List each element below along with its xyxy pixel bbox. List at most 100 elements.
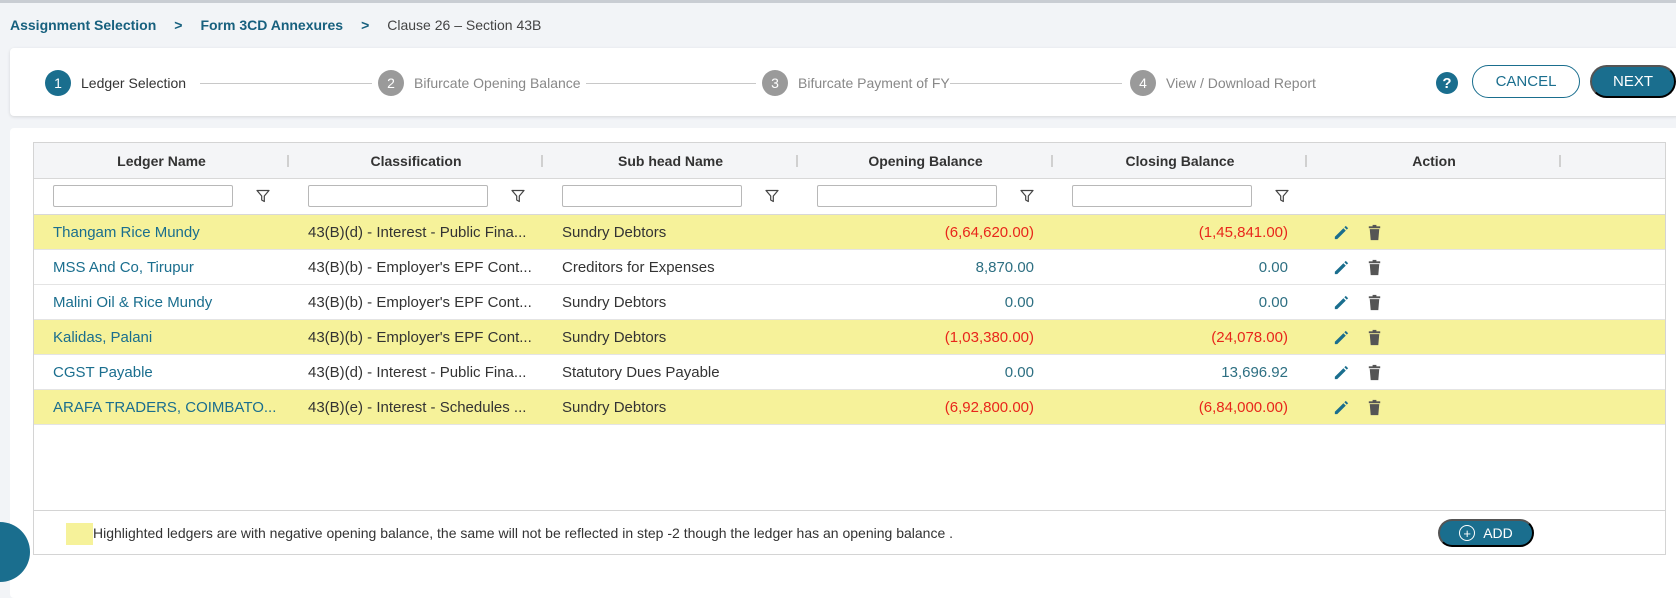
ledger-name-link[interactable]: Kalidas, Palani xyxy=(53,328,153,346)
step-number: 2 xyxy=(378,70,404,96)
breadcrumb-assignment-selection[interactable]: Assignment Selection xyxy=(10,17,157,33)
action-cell xyxy=(1307,215,1561,250)
column-header-ledger-name[interactable]: Ledger Name xyxy=(34,143,289,179)
opening-balance-cell: (6,64,620.00) xyxy=(944,223,1034,241)
step-label: Ledger Selection xyxy=(81,75,187,91)
step-connector xyxy=(950,83,1122,84)
table-row[interactable]: ARAFA TRADERS, COIMBATO... 43(B)(e) - In… xyxy=(34,390,1665,425)
breadcrumb-form-3cd-annexures[interactable]: Form 3CD Annexures xyxy=(200,17,344,33)
classification-cell: 43(B)(d) - Interest - Public Fina... xyxy=(308,363,527,381)
pencil-icon[interactable] xyxy=(1332,293,1351,312)
column-header-action: Action xyxy=(1307,143,1561,179)
action-cell xyxy=(1307,285,1561,320)
filter-icon[interactable] xyxy=(511,189,525,203)
chevron-right-icon: > xyxy=(361,17,370,33)
ledger-name-link[interactable]: ARAFA TRADERS, COIMBATO... xyxy=(53,398,277,416)
filter-icon[interactable] xyxy=(1020,189,1034,203)
breadcrumb: Assignment Selection > Form 3CD Annexure… xyxy=(10,15,541,35)
filter-icon[interactable] xyxy=(256,189,270,203)
table-row[interactable]: Malini Oil & Rice Mundy 43(B)(b) - Emplo… xyxy=(34,285,1665,320)
opening-balance-cell: 0.00 xyxy=(1004,293,1034,311)
column-header-closing-balance[interactable]: Closing Balance xyxy=(1053,143,1307,179)
pencil-icon[interactable] xyxy=(1332,223,1351,242)
closing-balance-cell: 0.00 xyxy=(1258,293,1288,311)
step-bifurcate-opening-balance[interactable]: 2 Bifurcate Opening Balance xyxy=(378,70,581,96)
step-number: 3 xyxy=(762,70,788,96)
step-bifurcate-payment[interactable]: 3 Bifurcate Payment of FY xyxy=(762,70,950,96)
closing-balance-cell: (24,078.00) xyxy=(1211,328,1288,346)
filter-input[interactable] xyxy=(817,185,997,207)
pencil-icon[interactable] xyxy=(1332,328,1351,347)
filter-opening-balance xyxy=(798,179,1053,215)
trash-icon[interactable] xyxy=(1365,223,1384,242)
add-button[interactable]: + ADD xyxy=(1438,519,1534,547)
action-cell xyxy=(1307,250,1561,285)
step-label: View / Download Report xyxy=(1166,75,1316,91)
step-connector xyxy=(586,83,756,84)
chevron-right-icon: > xyxy=(174,17,183,33)
table-row[interactable]: Kalidas, Palani 43(B)(b) - Employer's EP… xyxy=(34,320,1665,355)
grid-card: Ledger Name Classification Sub head Name… xyxy=(10,128,1676,598)
classification-cell: 43(B)(b) - Employer's EPF Cont... xyxy=(308,258,532,276)
step-number: 1 xyxy=(45,70,71,96)
pencil-icon[interactable] xyxy=(1332,258,1351,277)
filter-input[interactable] xyxy=(1072,185,1252,207)
stepper-card: 1 Ledger Selection 2 Bifurcate Opening B… xyxy=(10,48,1676,116)
help-icon[interactable]: ? xyxy=(1436,72,1458,94)
step-ledger-selection[interactable]: 1 Ledger Selection xyxy=(45,70,186,96)
filter-icon[interactable] xyxy=(1275,189,1289,203)
trash-icon[interactable] xyxy=(1365,328,1384,347)
cancel-button[interactable]: CANCEL xyxy=(1472,65,1580,98)
filter-sub-head-name xyxy=(543,179,798,215)
grid-footer: Highlighted ledgers are with negative op… xyxy=(34,510,1665,554)
classification-cell: 43(B)(b) - Employer's EPF Cont... xyxy=(308,328,532,346)
step-connector xyxy=(200,83,372,84)
filter-input[interactable] xyxy=(562,185,742,207)
action-cell xyxy=(1307,390,1561,425)
closing-balance-cell: (1,45,841.00) xyxy=(1198,223,1288,241)
ledger-name-link[interactable]: Thangam Rice Mundy xyxy=(53,223,200,241)
trash-icon[interactable] xyxy=(1365,293,1384,312)
classification-cell: 43(B)(e) - Interest - Schedules ... xyxy=(308,398,527,416)
breadcrumb-current: Clause 26 – Section 43B xyxy=(387,17,542,33)
legend-text: Highlighted ledgers are with negative op… xyxy=(93,525,954,541)
sub-head-cell: Sundry Debtors xyxy=(562,293,667,311)
pencil-icon[interactable] xyxy=(1332,398,1351,417)
filter-row xyxy=(34,179,1665,215)
table-row[interactable]: Thangam Rice Mundy 43(B)(d) - Interest -… xyxy=(34,215,1665,250)
highlight-legend-swatch xyxy=(66,523,93,545)
closing-balance-cell: (6,84,000.00) xyxy=(1198,398,1288,416)
trash-icon[interactable] xyxy=(1365,258,1384,277)
sub-head-cell: Sundry Debtors xyxy=(562,223,667,241)
filter-icon[interactable] xyxy=(765,189,779,203)
table-row[interactable]: CGST Payable 43(B)(d) - Interest - Publi… xyxy=(34,355,1665,390)
classification-cell: 43(B)(b) - Employer's EPF Cont... xyxy=(308,293,532,311)
column-header-sub-head-name[interactable]: Sub head Name xyxy=(543,143,798,179)
step-number: 4 xyxy=(1130,70,1156,96)
closing-balance-cell: 13,696.92 xyxy=(1221,363,1288,381)
ledger-name-link[interactable]: Malini Oil & Rice Mundy xyxy=(53,293,213,311)
pencil-icon[interactable] xyxy=(1332,363,1351,382)
filter-ledger-name xyxy=(34,179,289,215)
column-header-opening-balance[interactable]: Opening Balance xyxy=(798,143,1053,179)
closing-balance-cell: 0.00 xyxy=(1258,258,1288,276)
table-row[interactable]: MSS And Co, Tirupur 43(B)(b) - Employer'… xyxy=(34,250,1665,285)
ledger-name-link[interactable]: CGST Payable xyxy=(53,363,153,381)
opening-balance-cell: 0.00 xyxy=(1004,363,1034,381)
sub-head-cell: Sundry Debtors xyxy=(562,328,667,346)
ledger-name-link[interactable]: MSS And Co, Tirupur xyxy=(53,258,194,276)
next-button[interactable]: NEXT xyxy=(1590,65,1676,98)
add-circle-icon: + xyxy=(1459,525,1476,541)
trash-icon[interactable] xyxy=(1365,398,1384,417)
step-label: Bifurcate Payment of FY xyxy=(798,75,950,91)
add-button-label: ADD xyxy=(1483,525,1513,541)
filter-classification xyxy=(289,179,543,215)
filter-action-empty xyxy=(1307,179,1561,215)
step-label: Bifurcate Opening Balance xyxy=(414,75,581,91)
column-header-classification[interactable]: Classification xyxy=(289,143,543,179)
filter-input[interactable] xyxy=(308,185,488,207)
filter-input[interactable] xyxy=(53,185,233,207)
step-view-download-report[interactable]: 4 View / Download Report xyxy=(1130,70,1316,96)
trash-icon[interactable] xyxy=(1365,363,1384,382)
action-cell xyxy=(1307,320,1561,355)
